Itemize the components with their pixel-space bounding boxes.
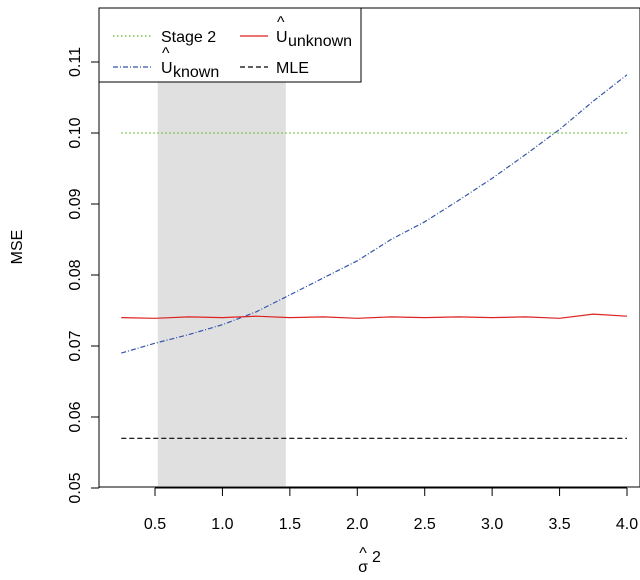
series-layer xyxy=(121,74,628,439)
x-tick-label: 3.5 xyxy=(548,516,570,533)
legend-known-main: U xyxy=(161,60,173,77)
x-tick-label: 0.5 xyxy=(144,516,166,533)
legend-unknown-main: U xyxy=(276,29,288,46)
x-axis-title: σ ^ 2 xyxy=(358,545,381,576)
legend-label-mle: MLE xyxy=(276,60,309,77)
x-axis-title-hat: ^ xyxy=(359,545,367,562)
legend-known-sub: known xyxy=(173,64,219,81)
x-axis-title-sigma: σ xyxy=(358,559,368,576)
x-tick-label: 3.0 xyxy=(481,516,503,533)
legend-label-stage2: Stage 2 xyxy=(161,29,216,46)
y-tick-label: 0.06 xyxy=(67,401,84,432)
legend-known-hat: ^ xyxy=(162,45,170,62)
y-tick-label: 0.07 xyxy=(67,330,84,361)
y-tick-label: 0.10 xyxy=(67,117,84,148)
legend-label-unknown: U ^ unknown xyxy=(276,14,352,50)
x-tick-label: 2.0 xyxy=(346,516,368,533)
legend-box xyxy=(98,7,362,83)
x-axis: 0.5 1.0 1.5 2.0 2.5 3.0 3.5 4.0 xyxy=(144,487,638,533)
y-tick-label: 0.11 xyxy=(67,47,84,77)
x-tick-label: 1.0 xyxy=(211,516,233,533)
x-tick-label: 1.5 xyxy=(279,516,301,533)
shaded-region xyxy=(157,9,286,486)
x-axis-title-superscript: 2 xyxy=(372,549,381,566)
legend: Stage 2 U ^ known U ^ unknown MLE xyxy=(98,7,362,83)
y-tick-label: 0.09 xyxy=(67,188,84,219)
x-tick-label: 2.5 xyxy=(414,516,436,533)
legend-label-known: U ^ known xyxy=(161,45,219,81)
shaded-region-layer xyxy=(157,9,286,486)
y-tick-label: 0.08 xyxy=(67,259,84,290)
series-line-2 xyxy=(121,313,628,319)
legend-unknown-hat: ^ xyxy=(277,14,285,31)
y-tick-label: 0.05 xyxy=(67,472,84,503)
y-axis: 0.05 0.06 0.07 0.08 0.09 0.10 0.11 xyxy=(67,47,100,504)
series-line-1 xyxy=(121,74,628,354)
y-axis-title: MSE xyxy=(9,230,26,265)
x-tick-label: 4.0 xyxy=(616,516,638,533)
legend-unknown-sub: unknown xyxy=(288,33,352,50)
